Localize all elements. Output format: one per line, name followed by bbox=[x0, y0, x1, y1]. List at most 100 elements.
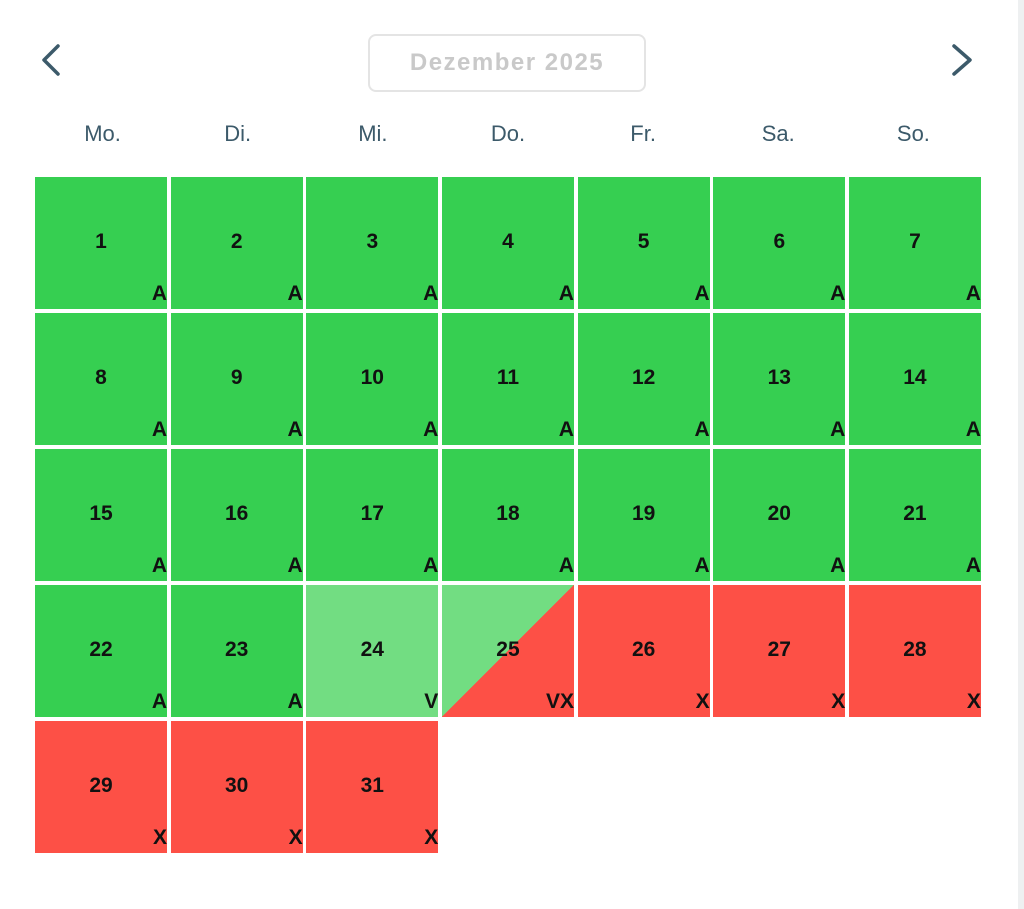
day-status-flag: A bbox=[287, 418, 303, 441]
day-status-flag: A bbox=[287, 690, 303, 713]
calendar-day[interactable]: 18 A bbox=[441, 449, 574, 581]
calendar-day[interactable]: 19 A bbox=[577, 449, 710, 581]
calendar-day[interactable]: 24 V bbox=[306, 585, 439, 717]
day-status-flag: A bbox=[423, 282, 439, 305]
month-selector[interactable]: Dezember 2025 bbox=[368, 34, 646, 92]
day-status-flag: A bbox=[965, 418, 981, 441]
calendar-day[interactable]: 22 A bbox=[35, 585, 167, 717]
day-number: 30 bbox=[224, 774, 249, 797]
day-status-flag: A bbox=[830, 418, 846, 441]
day-status-flag: A bbox=[423, 554, 439, 577]
day-number: 4 bbox=[502, 230, 514, 253]
calendar-grid: 1 A 2 A 3 A 4 A 5 A 6 A 7 A 8 A 9 A 10 A 11 A 12 A 13 A 14 A 15 A 16 A 1… bbox=[35, 177, 981, 853]
day-number: 27 bbox=[767, 638, 791, 661]
calendar-day[interactable]: 23 A bbox=[170, 585, 303, 717]
day-number: 6 bbox=[773, 230, 786, 253]
calendar-day[interactable]: 25 VX bbox=[441, 585, 574, 717]
day-status-flag: X bbox=[424, 826, 439, 849]
day-number: 31 bbox=[360, 774, 384, 797]
day-number: 8 bbox=[95, 366, 107, 389]
calendar-day[interactable]: 10 A bbox=[306, 313, 439, 445]
day-status-flag: A bbox=[965, 554, 981, 577]
day-number: 12 bbox=[631, 366, 656, 389]
day-status-flag: A bbox=[423, 418, 439, 441]
weekday-label: Do. bbox=[490, 121, 526, 146]
day-status-flag: X bbox=[288, 826, 303, 849]
day-number: 24 bbox=[360, 638, 384, 661]
scroll-edge bbox=[1018, 0, 1024, 909]
day-number: 21 bbox=[903, 502, 927, 525]
calendar-day[interactable]: 14 A bbox=[848, 313, 981, 445]
calendar-day[interactable]: 20 A bbox=[713, 449, 846, 581]
day-status-flag: A bbox=[830, 282, 846, 305]
calendar-day[interactable]: 16 A bbox=[170, 449, 303, 581]
calendar-day[interactable]: 12 A bbox=[577, 313, 710, 445]
weekday-label: Fr. bbox=[630, 121, 656, 146]
calendar-day[interactable]: 27 X bbox=[713, 585, 846, 717]
prev-month-button[interactable] bbox=[30, 38, 74, 82]
day-status-flag: A bbox=[694, 418, 710, 441]
day-number: 11 bbox=[496, 366, 520, 389]
day-status-flag: VX bbox=[545, 690, 574, 713]
day-status-flag: A bbox=[965, 282, 981, 305]
calendar-day[interactable]: 15 A bbox=[35, 449, 167, 581]
day-number: 19 bbox=[631, 502, 656, 525]
day-number: 15 bbox=[89, 502, 113, 525]
weekday-label: Mo. bbox=[84, 121, 121, 146]
day-number: 16 bbox=[224, 502, 249, 525]
day-number: 18 bbox=[496, 502, 520, 525]
weekday-label: Sa. bbox=[761, 121, 795, 146]
calendar-day[interactable]: 26 X bbox=[577, 585, 710, 717]
day-status-flag: A bbox=[151, 690, 167, 713]
calendar-day[interactable]: 31 X bbox=[306, 721, 439, 853]
day-number: 23 bbox=[224, 638, 249, 661]
day-status-flag: A bbox=[694, 282, 710, 305]
day-status-flag: A bbox=[558, 554, 574, 577]
day-number: 20 bbox=[767, 502, 791, 525]
chevron-left-icon bbox=[42, 44, 60, 76]
day-status-flag: X bbox=[695, 690, 710, 713]
weekday-header: Mo. Di. Mi. Do. Fr. Sa. So. bbox=[35, 118, 981, 150]
day-number: 9 bbox=[230, 366, 243, 389]
calendar-day[interactable]: 21 A bbox=[848, 449, 981, 581]
day-number: 13 bbox=[767, 366, 791, 389]
calendar-day[interactable]: 30 X bbox=[170, 721, 303, 853]
day-status-flag: A bbox=[287, 554, 303, 577]
calendar-day[interactable]: 28 X bbox=[848, 585, 981, 717]
day-status-flag: A bbox=[558, 418, 574, 441]
day-status-flag: A bbox=[151, 554, 167, 577]
day-status-flag: A bbox=[558, 282, 574, 305]
day-number: 22 bbox=[89, 638, 113, 661]
day-status-flag: V bbox=[424, 690, 439, 713]
weekday-label: Di. bbox=[224, 121, 252, 146]
calendar-day[interactable]: 13 A bbox=[713, 313, 846, 445]
day-status-flag: A bbox=[694, 554, 710, 577]
weekday-label: Mi. bbox=[358, 121, 388, 146]
day-status-flag: A bbox=[151, 282, 167, 305]
day-status-flag: A bbox=[151, 418, 167, 441]
day-number: 25 bbox=[496, 638, 520, 661]
chevron-right-icon bbox=[952, 44, 972, 76]
day-number: 1 bbox=[95, 230, 107, 253]
calendar-day[interactable]: 11 A bbox=[441, 313, 574, 445]
day-number: 14 bbox=[903, 366, 927, 389]
day-number: 29 bbox=[89, 774, 113, 797]
calendar-day[interactable]: 17 A bbox=[306, 449, 439, 581]
next-month-button[interactable] bbox=[940, 38, 984, 82]
day-number: 28 bbox=[903, 638, 927, 661]
day-number: 7 bbox=[909, 230, 921, 253]
day-number: 5 bbox=[637, 230, 650, 253]
day-number: 17 bbox=[360, 502, 384, 525]
day-status-flag: X bbox=[831, 690, 846, 713]
calendar-day[interactable]: 29 X bbox=[35, 721, 167, 853]
day-number: 3 bbox=[366, 230, 379, 253]
